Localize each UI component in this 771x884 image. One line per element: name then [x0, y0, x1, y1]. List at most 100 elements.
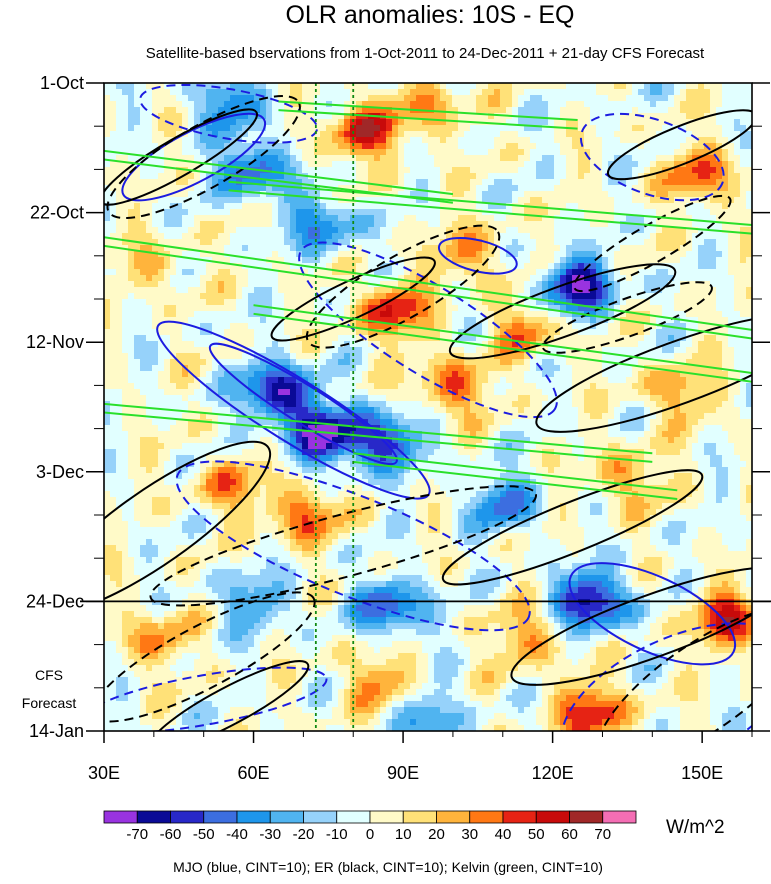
heat-cell: [698, 191, 705, 198]
heat-cell: [404, 335, 411, 342]
heat-cell: [674, 101, 681, 108]
heat-cell: [296, 227, 303, 234]
heat-cell: [614, 125, 621, 132]
heat-cell: [254, 335, 261, 342]
heat-cell: [590, 221, 597, 228]
heat-cell: [656, 281, 663, 288]
heat-cell: [398, 89, 405, 96]
heat-cell: [248, 149, 255, 156]
heat-cell: [608, 263, 615, 270]
heat-cell: [248, 125, 255, 132]
heat-cell: [668, 269, 675, 276]
heat-cell: [560, 95, 567, 102]
heat-cell: [656, 173, 663, 180]
heat-cell: [398, 227, 405, 234]
heat-cell: [374, 83, 381, 90]
heat-cell: [116, 299, 123, 306]
heat-cell: [296, 95, 303, 102]
heat-cell: [206, 107, 213, 114]
heat-cell: [116, 179, 123, 186]
heat-cell: [614, 119, 621, 126]
heat-cell: [152, 323, 159, 330]
heat-cell: [392, 191, 399, 198]
heat-cell: [596, 323, 603, 330]
heat-cell: [338, 251, 345, 258]
heat-cell: [284, 251, 291, 258]
heat-cell: [218, 329, 225, 336]
heat-cell: [122, 353, 129, 360]
heat-cell: [116, 137, 123, 144]
heat-cell: [734, 149, 741, 156]
heat-cell: [326, 107, 333, 114]
heat-cell: [590, 299, 597, 306]
heat-cell: [320, 209, 327, 216]
heat-cell: [446, 83, 453, 90]
heat-cell: [608, 239, 615, 246]
heat-cell: [104, 263, 111, 270]
heat-cell: [122, 143, 129, 150]
heat-cell: [242, 83, 249, 90]
heat-cell: [716, 317, 723, 324]
heat-cell: [746, 233, 752, 240]
heat-cell: [572, 191, 579, 198]
heat-cell: [218, 89, 225, 96]
heat-cell: [578, 305, 585, 312]
heat-cell: [482, 227, 489, 234]
heat-cell: [176, 215, 183, 222]
heat-cell: [566, 341, 573, 348]
heat-cell: [722, 167, 729, 174]
heat-cell: [566, 155, 573, 162]
heat-cell: [242, 311, 249, 318]
heat-cell: [584, 251, 591, 258]
heat-cell: [242, 125, 249, 132]
heat-cell: [740, 287, 747, 294]
heat-cell: [320, 107, 327, 114]
heat-cell: [470, 329, 477, 336]
heat-cell: [740, 83, 747, 90]
heat-cell: [734, 293, 741, 300]
heat-cell: [344, 131, 351, 138]
heat-cell: [380, 323, 387, 330]
heat-cell: [182, 107, 189, 114]
heat-cell: [728, 179, 735, 186]
heat-cell: [224, 239, 231, 246]
heat-cell: [470, 149, 477, 156]
heat-cell: [218, 125, 225, 132]
heat-cell: [488, 287, 495, 294]
heat-cell: [434, 305, 441, 312]
heat-cell: [182, 323, 189, 330]
heat-cell: [722, 335, 729, 342]
heat-cell: [182, 203, 189, 210]
heat-cell: [152, 191, 159, 198]
heat-cell: [698, 149, 705, 156]
heat-cell: [338, 275, 345, 282]
heat-cell: [200, 203, 207, 210]
heat-cell: [560, 161, 567, 168]
heat-cell: [278, 143, 285, 150]
heat-cell: [194, 137, 201, 144]
heat-cell: [740, 155, 747, 162]
heat-cell: [422, 347, 429, 354]
heat-cell: [698, 119, 705, 126]
heat-cell: [584, 131, 591, 138]
heat-cell: [338, 119, 345, 126]
heat-cell: [230, 233, 237, 240]
heat-cell: [176, 101, 183, 108]
heat-cell: [380, 179, 387, 186]
heat-cell: [554, 281, 561, 288]
heat-cell: [668, 335, 675, 342]
heat-cell: [530, 149, 537, 156]
heat-cell: [644, 89, 651, 96]
heat-cell: [488, 185, 495, 192]
heat-cell: [632, 137, 639, 144]
heat-cell: [464, 287, 471, 294]
heat-cell: [512, 197, 519, 204]
heat-cell: [236, 131, 243, 138]
heat-cell: [590, 161, 597, 168]
heat-cell: [608, 221, 615, 228]
heat-cell: [626, 227, 633, 234]
heat-cell: [584, 113, 591, 120]
heat-cell: [158, 239, 165, 246]
heat-cell: [326, 347, 333, 354]
heat-cell: [320, 233, 327, 240]
